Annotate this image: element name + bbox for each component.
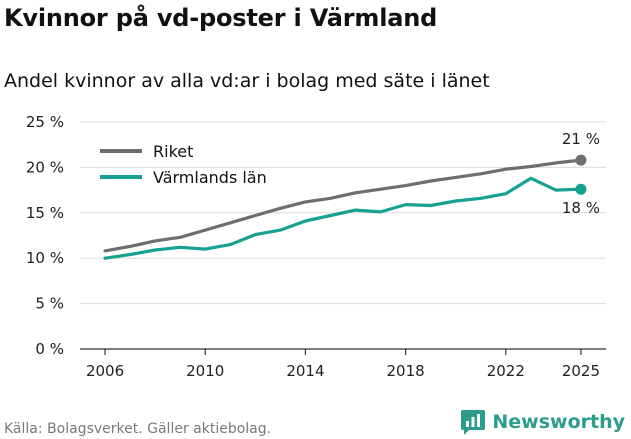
y-tick-label: 0 % — [35, 340, 64, 358]
series-line-varmland — [103, 176, 583, 260]
x-tick-label: 2018 — [387, 362, 425, 380]
x-tick-label: 2022 — [487, 362, 525, 380]
y-tick-label: 25 % — [26, 113, 64, 131]
y-tick-label: 20 % — [26, 158, 64, 176]
legend-label: Riket — [153, 142, 193, 161]
source-note: Källa: Bolagsverket. Gäller aktiebolag. — [4, 421, 272, 437]
series-endpoint-marker — [575, 154, 587, 166]
series-line-riket — [103, 158, 583, 253]
end-labels: 21 % 18 % — [562, 130, 600, 217]
brand-name: Newsworthy — [492, 411, 625, 433]
brand-logo: Newsworthy — [460, 407, 625, 437]
series-end-label: 18 % — [562, 199, 600, 217]
x-tick-label: 2006 — [86, 362, 124, 380]
series-lines — [103, 154, 587, 260]
legend-label: Värmlands län — [153, 168, 267, 187]
legend: Riket Värmlands län — [100, 142, 267, 187]
y-tick-label: 5 % — [35, 295, 64, 313]
x-tick-label: 2010 — [186, 362, 224, 380]
series-end-label: 21 % — [562, 130, 600, 148]
series-endpoint-marker — [575, 183, 587, 195]
x-tick-label: 2025 — [562, 362, 600, 380]
y-tick-label: 10 % — [26, 249, 64, 267]
axes: 0 % 5 % 10 % 15 % 20 % 25 % 2006 2010 2014 2018 20… — [26, 113, 606, 380]
x-tick-label: 2014 — [286, 362, 324, 380]
chart-subtitle: Andel kvinnor av alla vd:ar i bolag med … — [4, 70, 490, 92]
y-tick-label: 15 % — [26, 204, 64, 222]
chart-title: Kvinnor på vd-poster i Värmland — [4, 4, 438, 32]
newsworthy-logo-icon — [461, 410, 486, 435]
